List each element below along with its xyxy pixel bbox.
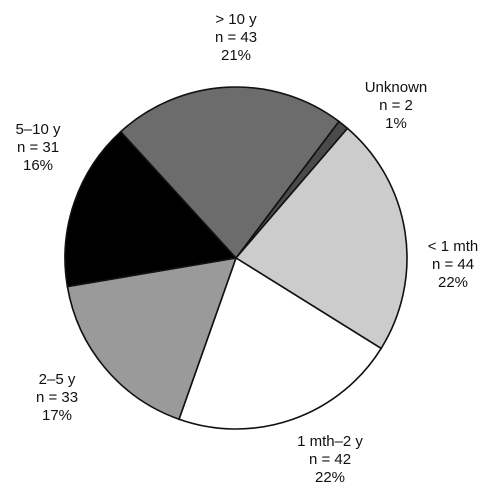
pie-slices	[64, 86, 408, 430]
slice-pct-0: 1%	[385, 115, 407, 132]
slice-label-5: > 10 y	[215, 11, 257, 28]
pie-slice-2	[178, 256, 383, 430]
slice-pct-2: 22%	[315, 469, 345, 486]
slice-pct-4: 16%	[23, 157, 53, 174]
slice-label-2: 1 mth–2 y	[297, 433, 363, 450]
slice-pct-1: 22%	[438, 274, 468, 291]
pie-slice-3	[66, 256, 238, 421]
pie-slice-4	[64, 130, 238, 288]
pie-slice-5	[119, 86, 341, 260]
slice-pct-5: 21%	[221, 47, 251, 64]
slice-n-3: n = 33	[36, 389, 78, 406]
slice-n-4: n = 31	[17, 139, 59, 156]
pie-slice-1	[234, 127, 408, 350]
slice-n-2: n = 42	[309, 451, 351, 468]
slice-label-1: < 1 mth	[428, 238, 478, 255]
slice-pct-3: 17%	[42, 407, 72, 424]
slice-label-4: 5–10 y	[15, 121, 61, 138]
slice-label-3: 2–5 y	[39, 371, 76, 388]
slice-n-1: n = 44	[432, 256, 474, 273]
slice-n-5: n = 43	[215, 29, 257, 46]
slice-label-0: Unknown	[365, 79, 428, 96]
slice-n-0: n = 2	[379, 97, 413, 114]
